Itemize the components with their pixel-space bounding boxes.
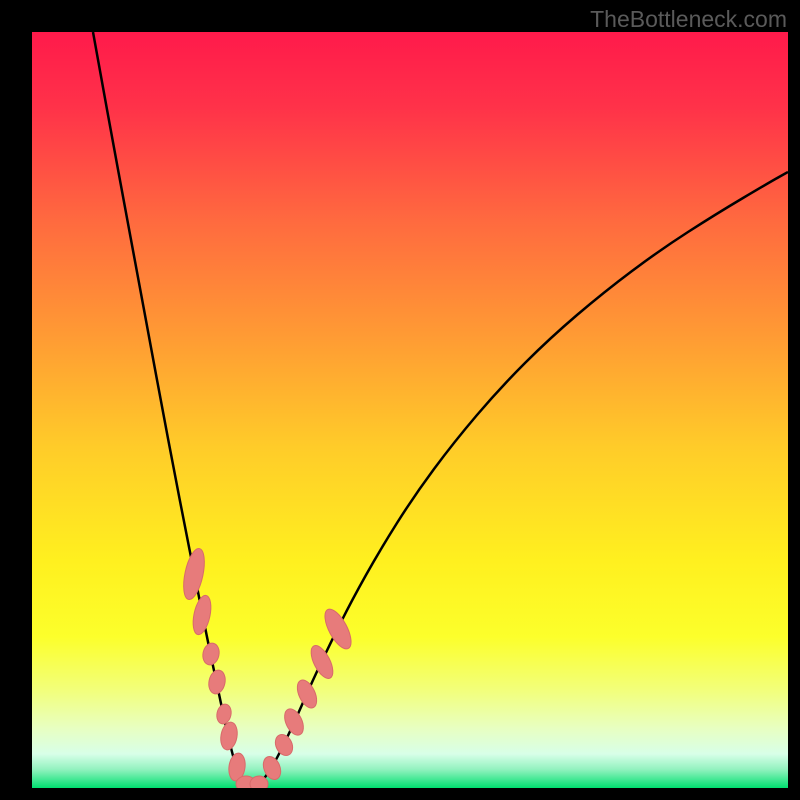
chart-frame: TheBottleneck.com — [0, 0, 800, 800]
plot-area — [32, 32, 788, 788]
watermark-text: TheBottleneck.com — [590, 6, 787, 33]
gradient-background — [32, 32, 788, 788]
plot-svg — [32, 32, 788, 788]
data-marker — [250, 776, 268, 788]
